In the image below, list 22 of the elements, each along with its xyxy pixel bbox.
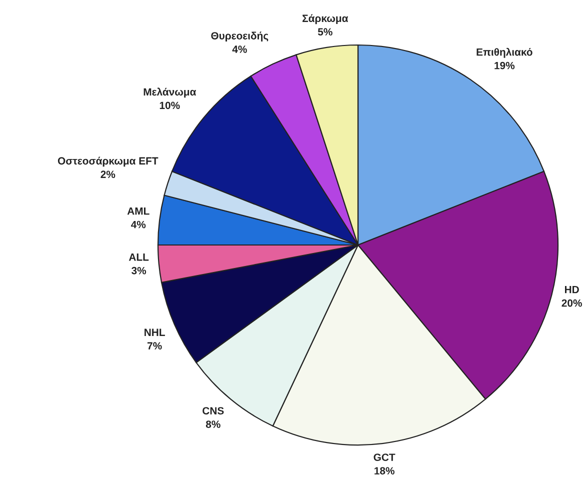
data-label: 8%	[206, 420, 220, 428]
data-label: 20%	[562, 299, 582, 307]
slice-label: NHL	[144, 328, 165, 336]
data-label: 10%	[160, 102, 180, 110]
slice-label: Επιθηλιακό	[476, 48, 532, 58]
slice-label: AML	[127, 207, 150, 215]
data-label: 19%	[494, 62, 515, 70]
slice-label: HD	[565, 286, 579, 294]
slice-label: ALL	[128, 254, 149, 261]
slice-label: Σάρκωμα	[302, 14, 348, 24]
data-label: 4%	[232, 46, 247, 53]
slice-label: CNS	[202, 407, 224, 414]
data-label: 2%	[100, 170, 116, 178]
data-label: 3%	[132, 266, 146, 274]
data-label: 5%	[318, 28, 332, 36]
slice-label: Θυρεοειδής	[211, 32, 268, 42]
data-label: 18%	[374, 467, 394, 474]
slice-label: GCT	[374, 454, 396, 461]
slice-label: Οστεοσάρκωμα EFT	[58, 156, 158, 167]
data-label: 7%	[147, 342, 162, 350]
slice-label: Μελάνωμα	[144, 88, 196, 98]
data-label: 4%	[131, 220, 146, 228]
